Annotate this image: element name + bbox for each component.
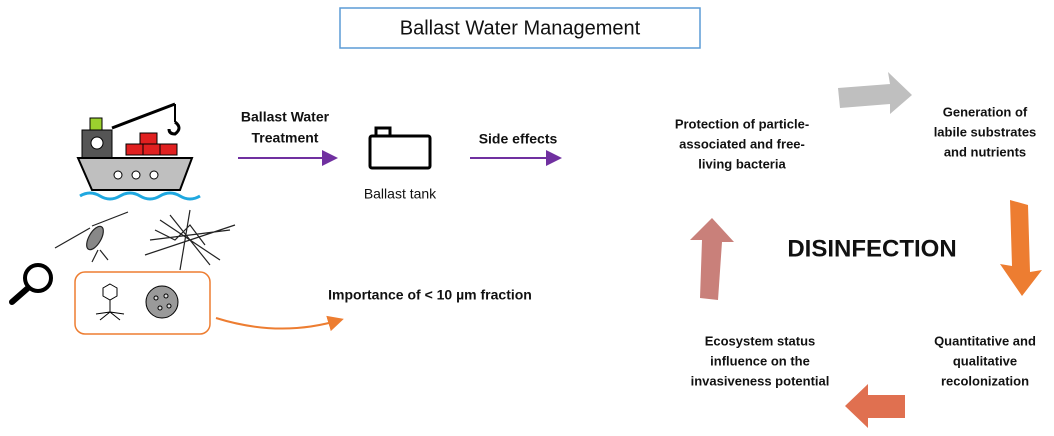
microbe-icons [95, 283, 179, 321]
plankton-icons [54, 209, 236, 271]
title: Ballast Water Management [400, 17, 641, 39]
cycle-node-text: qualitative [953, 353, 1017, 368]
cycle-node-text: and nutrients [944, 144, 1026, 159]
cycle-arrow [1000, 200, 1042, 296]
tank-icon [368, 126, 432, 170]
cycle-node-text: invasiveness potential [691, 373, 830, 388]
side-effects-label: Side effects [479, 131, 558, 147]
magnifier-icon [9, 263, 53, 305]
fraction-label: Importance of < 10 µm fraction [328, 287, 532, 303]
microbe-box [74, 271, 211, 335]
cycle-center: DISINFECTION [787, 235, 956, 262]
arrow [215, 315, 344, 332]
cycle-arrow [838, 72, 912, 114]
cycle-node-text: Ecosystem status [705, 333, 816, 348]
cycle-node-text: recolonization [941, 373, 1029, 388]
treatment-label: Ballast Water [241, 109, 330, 125]
title-box [339, 7, 701, 49]
cycle-node-text: associated and free- [679, 136, 805, 151]
cycle-node-text: labile substrates [934, 124, 1037, 139]
cycle-node-text: Quantitative and [934, 333, 1036, 348]
tank-label: Ballast tank [364, 186, 437, 202]
cycle-node-text: Protection of particle- [675, 116, 809, 131]
treatment-label: Treatment [252, 130, 319, 146]
cycle-node-text: living bacteria [698, 156, 786, 171]
cycle-arrow [845, 384, 905, 428]
ship-icon [76, 102, 201, 201]
cycle-node-text: Generation of [943, 104, 1028, 119]
cycle-arrow [690, 218, 734, 300]
cycle-node-text: influence on the [710, 353, 810, 368]
